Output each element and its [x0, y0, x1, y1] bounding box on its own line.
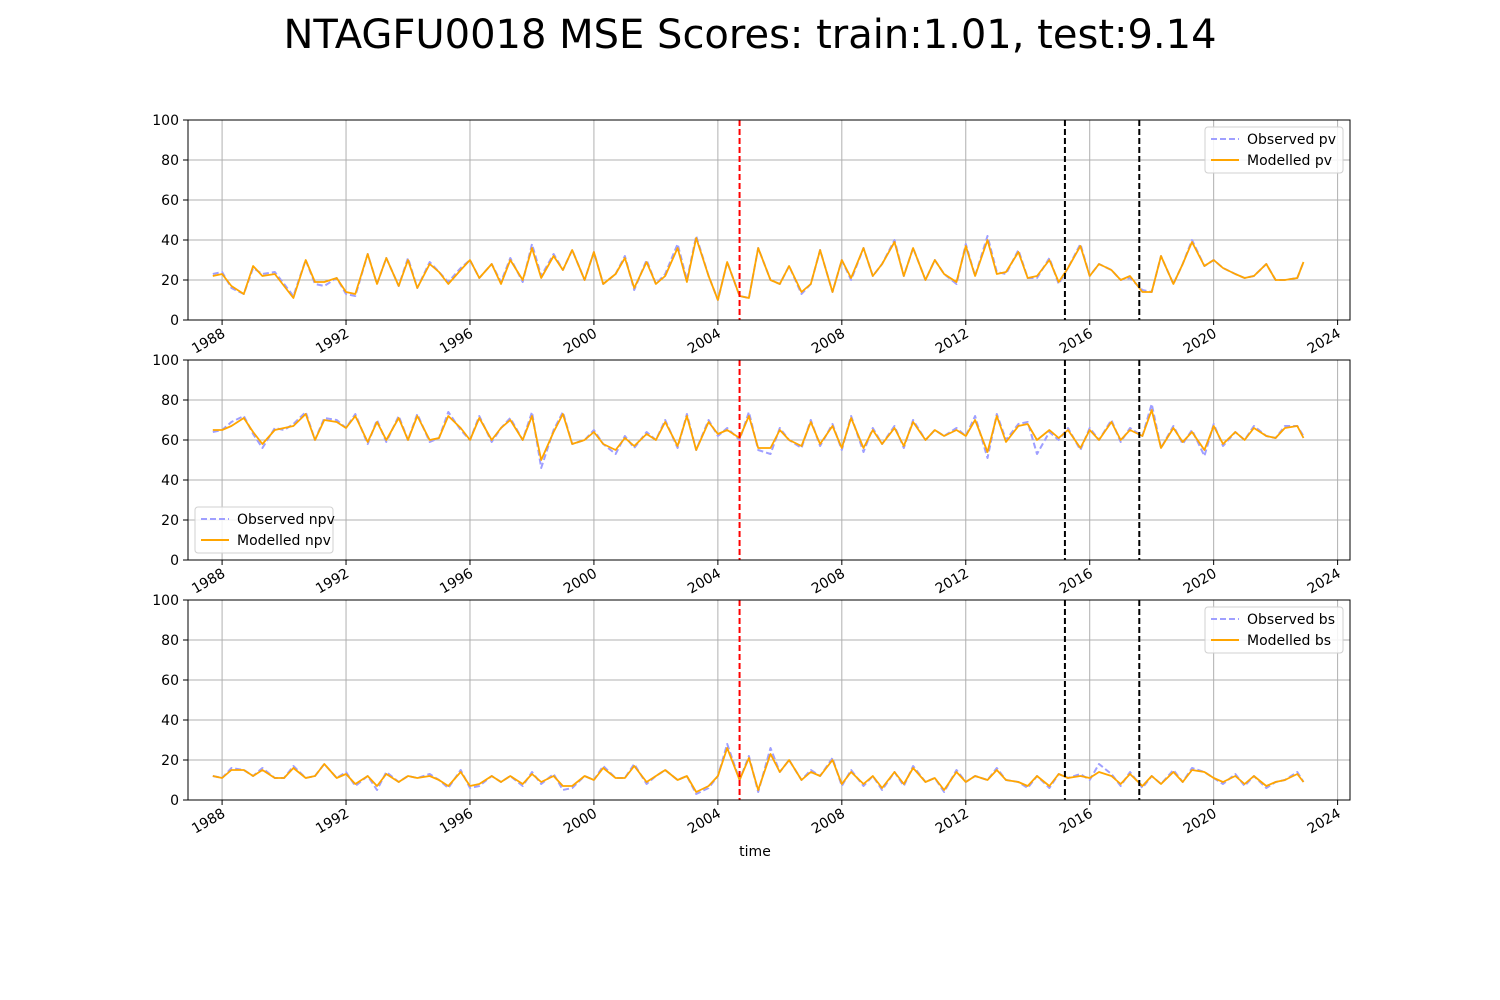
- legend-box: [1204, 126, 1344, 174]
- x-tick-label: 2012: [933, 326, 972, 358]
- y-tick-label: 0: [170, 793, 179, 809]
- chart-panel-2: 0 20 40 60 80 100 1988 1992 1996 2000 2004 2008 2012…: [152, 353, 1351, 598]
- y-tick-label: 80: [161, 153, 179, 169]
- legend-box: [194, 506, 334, 554]
- x-tick-label: 2008: [809, 566, 848, 598]
- x-tick-label: 2012: [933, 806, 972, 838]
- x-tick-label: 2024: [1305, 806, 1344, 838]
- x-tick-label: 1996: [437, 806, 476, 838]
- y-tick-label: 100: [152, 593, 179, 609]
- legend-label: Observed pv: [1247, 132, 1336, 148]
- y-tick-label: 0: [170, 553, 179, 569]
- legend: Observed npv Modelled npv: [194, 506, 335, 554]
- modelled-series-line: [212, 237, 1305, 301]
- x-tick-label: 1992: [313, 326, 352, 358]
- y-tick-label: 80: [161, 393, 179, 409]
- x-tick-label: 1992: [313, 566, 352, 598]
- legend-label: Modelled npv: [237, 533, 331, 549]
- x-tick-label: 2000: [561, 806, 600, 838]
- legend-label: Observed npv: [237, 512, 335, 528]
- x-tick-label: 1996: [437, 566, 476, 598]
- x-tick-label: 2000: [561, 326, 600, 358]
- x-axis-label: time: [739, 844, 771, 860]
- x-tick-label: 2004: [685, 806, 724, 838]
- y-tick-label: 60: [161, 193, 179, 209]
- x-tick-label: 2020: [1181, 326, 1220, 358]
- y-tick-label: 20: [161, 753, 179, 769]
- x-tick-label: 2020: [1181, 566, 1220, 598]
- x-tick-label: 1988: [189, 806, 228, 838]
- x-tick-label: 2024: [1305, 326, 1344, 358]
- x-tick-label: 1988: [189, 326, 228, 358]
- x-tick-label: 2020: [1181, 806, 1220, 838]
- chart-panel-3: 0 20 40 60 80 100 1988 1992 1996 2000 2004 2008 2012…: [152, 593, 1351, 860]
- modelled-series-line: [212, 747, 1305, 793]
- y-tick-label: 40: [161, 473, 179, 489]
- y-tick-label: 40: [161, 713, 179, 729]
- y-tick-label: 20: [161, 513, 179, 529]
- x-tick-label: 2008: [809, 326, 848, 358]
- x-tick-label: 1992: [313, 806, 352, 838]
- y-tick-label: 20: [161, 273, 179, 289]
- x-tick-label: 2024: [1305, 566, 1344, 598]
- x-tick-label: 2004: [685, 566, 724, 598]
- legend: Observed bs Modelled bs: [1204, 606, 1344, 654]
- modelled-series-line: [212, 409, 1305, 461]
- legend-box: [1204, 606, 1344, 654]
- chart-panel-1: 0 20 40 60 80 100 1988 1992 1996 2000 2004 2008 2012…: [152, 113, 1351, 358]
- axes-frame: [187, 599, 1351, 801]
- y-tick-label: 0: [170, 313, 179, 329]
- x-tick-label: 2000: [561, 566, 600, 598]
- axes-frame: [187, 359, 1351, 561]
- x-tick-label: 2008: [809, 806, 848, 838]
- y-tick-label: 100: [152, 113, 179, 129]
- y-tick-label: 100: [152, 353, 179, 369]
- chart-title: NTAGFU0018 MSE Scores: train:1.01, test:…: [283, 12, 1217, 58]
- legend-label: Modelled bs: [1247, 633, 1331, 649]
- legend: Observed pv Modelled pv: [1204, 126, 1344, 174]
- y-tick-label: 60: [161, 673, 179, 689]
- legend-label: Modelled pv: [1247, 153, 1332, 169]
- x-tick-label: 2016: [1057, 806, 1096, 838]
- x-tick-label: 2016: [1057, 566, 1096, 598]
- x-tick-label: 1988: [189, 566, 228, 598]
- axes-frame: [187, 119, 1351, 321]
- x-tick-label: 2004: [685, 326, 724, 358]
- y-tick-label: 60: [161, 433, 179, 449]
- x-tick-label: 2016: [1057, 326, 1096, 358]
- y-tick-label: 40: [161, 233, 179, 249]
- x-tick-label: 2012: [933, 566, 972, 598]
- x-tick-label: 1996: [437, 326, 476, 358]
- legend-label: Observed bs: [1247, 612, 1335, 628]
- y-tick-label: 80: [161, 633, 179, 649]
